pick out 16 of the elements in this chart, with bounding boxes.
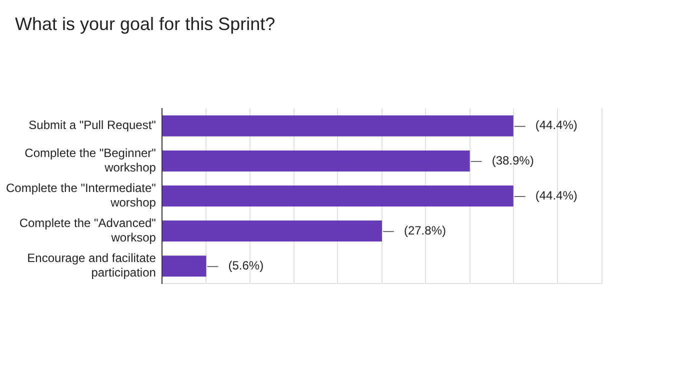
chart-title: What is your goal for this Sprint?: [15, 14, 276, 35]
bar: [162, 185, 514, 207]
y-tick-label: Complete the "Intermediate" worshop: [6, 181, 156, 210]
bar: [162, 150, 470, 172]
data-label: (27.8%): [404, 223, 446, 238]
data-label: (38.9%): [492, 153, 534, 168]
bar: [162, 220, 382, 242]
bar: [162, 115, 514, 136]
y-tick-label: Complete the "Beginner" workshop: [24, 146, 156, 174]
data-label: (44.4%): [535, 118, 578, 132]
y-tick-label: Complete the "Advanced" worksop: [19, 216, 156, 245]
data-label: (44.4%): [535, 188, 578, 202]
bar: [162, 256, 206, 277]
data-label: (5.6%): [228, 258, 264, 272]
y-tick-label: Submit a "Pull Request": [28, 118, 156, 132]
y-tick-label: Encourage and facilitate participation: [27, 251, 156, 280]
